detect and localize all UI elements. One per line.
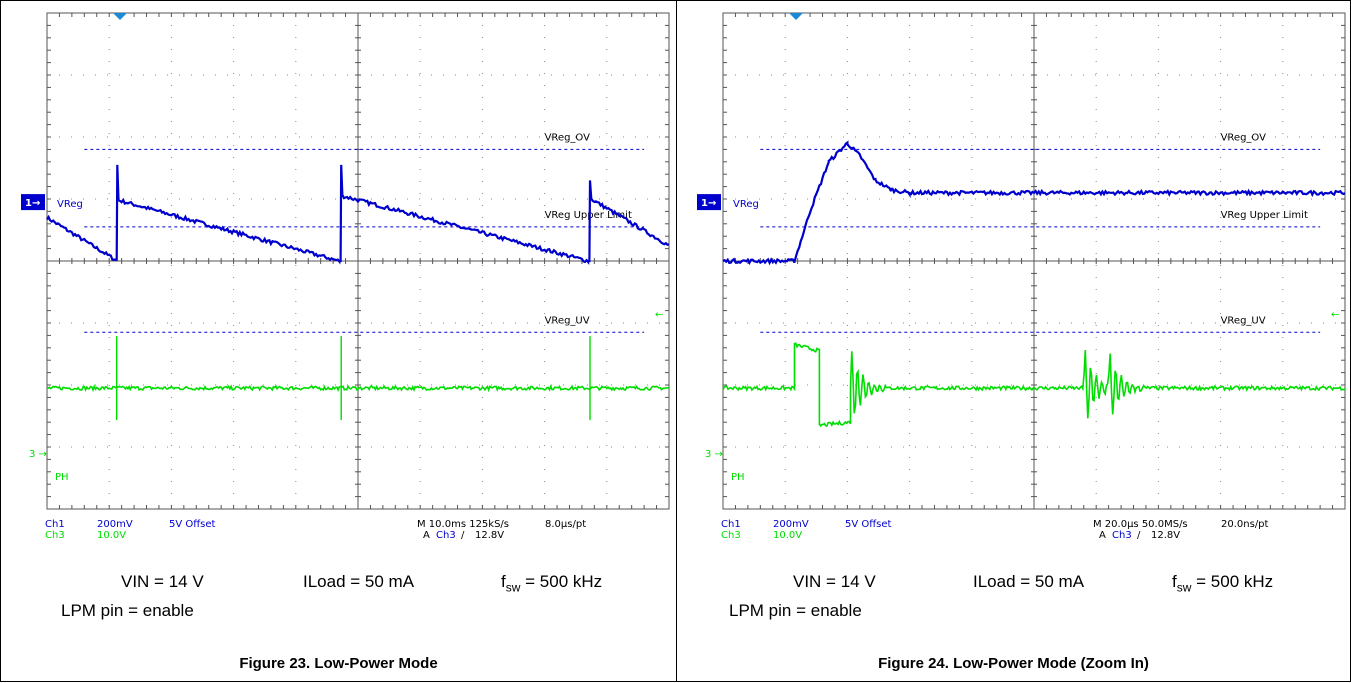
trigger-level-arrow: ← bbox=[1331, 310, 1339, 321]
oscilloscope-capture: VReg_OV VReg Upper Limit VReg_UV 1→ VReg 3 → P… bbox=[685, 8, 1349, 554]
fsw-condition: fsw = 500 kHz bbox=[1172, 572, 1274, 595]
trigger-source: Ch3 bbox=[1112, 530, 1132, 541]
ch3-scale: 10.0V bbox=[97, 530, 126, 541]
resolution-readout: 20.0ns/pt bbox=[1221, 519, 1269, 530]
iload-condition: ILoad = 50 mA bbox=[973, 572, 1085, 591]
lpm-condition: LPM pin = enable bbox=[61, 601, 194, 620]
scope-plot: VReg_OV VReg Upper Limit VReg_UV 1→ VReg 3 → P… bbox=[697, 12, 1346, 541]
figure-panel-24: VReg_OV VReg Upper Limit VReg_UV 1→ VReg 3 → P… bbox=[676, 0, 1351, 682]
ch3-label: Ch3 bbox=[721, 530, 741, 541]
ph-trace bbox=[46, 384, 670, 393]
ch1-scale: 200mV bbox=[97, 519, 133, 530]
timebase-readout: M 10.0ms 125kS/s bbox=[417, 519, 509, 530]
ch1-label: Ch1 bbox=[45, 519, 65, 530]
scope-plot: VReg_OV VReg Upper Limit VReg_UV 1→ VReg 3 → P… bbox=[21, 12, 670, 541]
reference-line-label: VReg Upper Limit bbox=[1221, 210, 1308, 221]
vin-condition: VIN = 14 V bbox=[793, 572, 876, 591]
trigger-prefix: A bbox=[1099, 530, 1106, 541]
figure-caption: Figure 23. Low-Power Mode bbox=[239, 655, 438, 672]
ch1-ground-marker bbox=[697, 194, 721, 211]
ph-trace bbox=[722, 342, 1346, 428]
trigger-slope: / bbox=[1137, 530, 1141, 541]
ch1-offset: 5V Offset bbox=[169, 519, 216, 530]
ch1-scale: 200mV bbox=[773, 519, 809, 530]
ch3-label: Ch3 bbox=[45, 530, 65, 541]
vreg-trace bbox=[722, 140, 1346, 266]
reference-line-label: VReg_UV bbox=[545, 315, 590, 326]
trigger-position-marker bbox=[789, 13, 803, 20]
trigger-level: 12.8V bbox=[1151, 530, 1180, 541]
reference-line-label: VReg_OV bbox=[545, 132, 591, 143]
trigger-position-marker bbox=[113, 13, 127, 20]
ch1-marker-number: 1→ bbox=[701, 198, 716, 209]
fsw-condition: fsw = 500 kHz bbox=[501, 572, 603, 595]
trigger-level-arrow: ← bbox=[655, 310, 663, 321]
reference-line-label: VReg Upper Limit bbox=[545, 210, 632, 221]
reference-line-label: VReg_UV bbox=[1221, 315, 1266, 326]
reference-line-label: VReg_OV bbox=[1221, 132, 1267, 143]
ch1-label: Ch1 bbox=[721, 519, 741, 530]
ch3-trace-label: PH bbox=[55, 472, 69, 483]
resolution-readout: 8.0µs/pt bbox=[545, 519, 586, 530]
trigger-prefix: A bbox=[423, 530, 430, 541]
timebase-readout: M 20.0µs 50.0MS/s bbox=[1093, 519, 1188, 530]
ch3-marker-number: 3 → bbox=[29, 449, 47, 460]
trigger-level: 12.8V bbox=[475, 530, 504, 541]
vin-condition: VIN = 14 V bbox=[121, 572, 204, 591]
ch1-trace-label: VReg bbox=[57, 199, 83, 210]
ch3-trace-label: PH bbox=[731, 472, 745, 483]
lpm-condition: LPM pin = enable bbox=[729, 601, 862, 620]
vreg-trace bbox=[46, 164, 670, 266]
ch3-scale: 10.0V bbox=[773, 530, 802, 541]
oscilloscope-capture: VReg_OV VReg Upper Limit VReg_UV 1→ VReg 3 → P… bbox=[9, 8, 673, 554]
iload-condition: ILoad = 50 mA bbox=[303, 572, 415, 591]
ch3-marker-number: 3 → bbox=[705, 449, 723, 460]
ch1-trace-label: VReg bbox=[733, 199, 759, 210]
figure-caption: Figure 24. Low-Power Mode (Zoom In) bbox=[878, 655, 1149, 672]
trigger-source: Ch3 bbox=[436, 530, 456, 541]
trigger-slope: / bbox=[461, 530, 465, 541]
ch1-offset: 5V Offset bbox=[845, 519, 892, 530]
ch1-marker-number: 1→ bbox=[25, 198, 40, 209]
figure-panel-23: VReg_OV VReg Upper Limit VReg_UV 1→ VReg 3 → P… bbox=[0, 0, 677, 682]
ch1-ground-marker bbox=[21, 194, 45, 211]
